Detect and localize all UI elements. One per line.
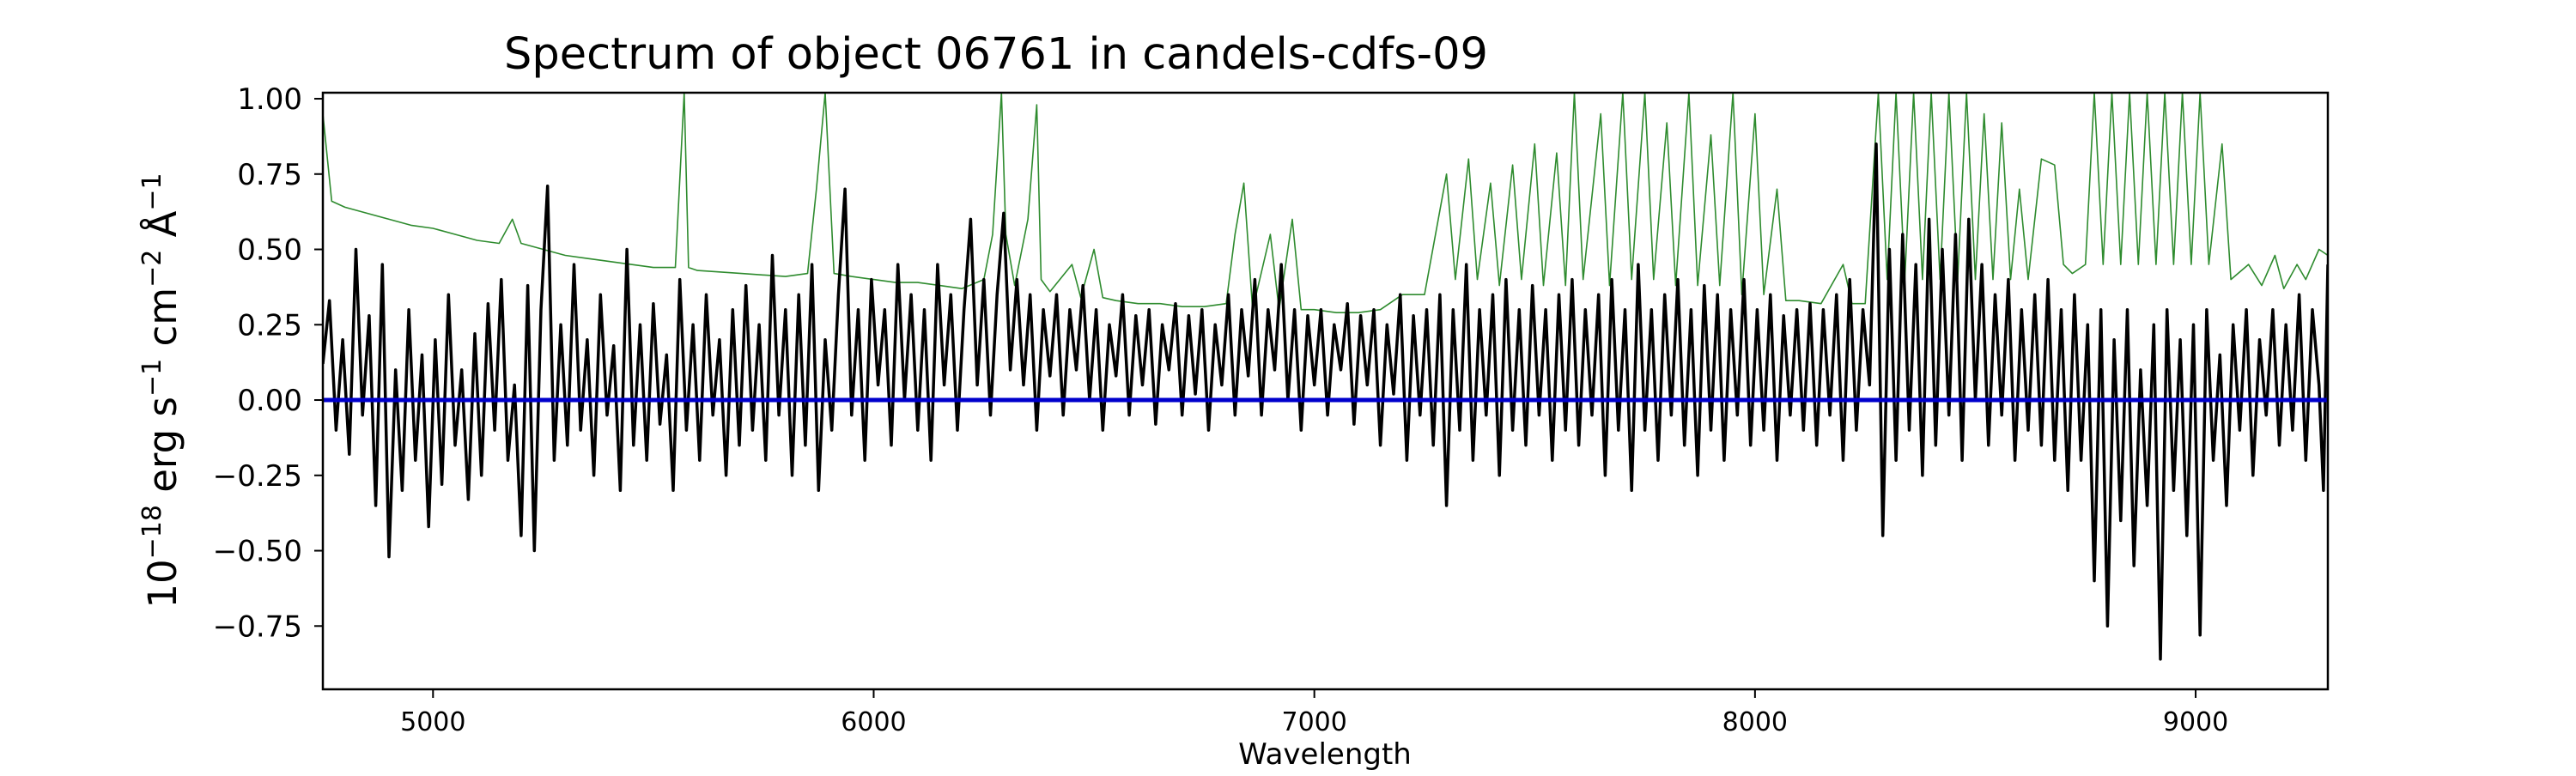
y-tick-label: −0.50 <box>213 535 302 569</box>
plot-area <box>321 91 2330 691</box>
y-tick-label: 0.00 <box>237 384 302 418</box>
y-axis-label-part-1: erg s <box>140 397 185 505</box>
y-axis: 1.00 0.75 0.50 0.25 0.00 −0.25 −0.50 −0.75 <box>213 82 323 644</box>
y-tick-label: −0.25 <box>213 459 302 494</box>
x-tick-label: 8000 <box>1722 707 1788 737</box>
x-axis: 5000 6000 7000 8000 9000 <box>400 689 2228 737</box>
x-tick-label: 9000 <box>2163 707 2228 737</box>
x-axis-label: Wavelength <box>1238 737 1412 772</box>
y-axis-label-exp-1: −18 <box>137 505 167 559</box>
error-series-line <box>323 93 2328 313</box>
y-axis-label-exp-4: −1 <box>137 173 167 210</box>
y-axis-label-exp-3: −2 <box>137 250 167 288</box>
y-axis-label-base: 10 <box>140 559 185 608</box>
y-tick-label: 0.75 <box>237 158 302 192</box>
y-axis-label: 10−18 erg s−1 cm−2 Å−1 <box>137 173 185 608</box>
y-tick-label: 0.50 <box>237 233 302 268</box>
y-axis-label-part-2: cm <box>140 288 185 359</box>
x-tick-label: 6000 <box>841 707 906 737</box>
series-layer <box>323 93 2328 661</box>
y-tick-label: 1.00 <box>237 82 302 117</box>
x-tick-label: 7000 <box>1281 707 1346 737</box>
plot-frame <box>321 91 2330 691</box>
y-tick-label: −0.75 <box>213 609 302 644</box>
y-axis-label-exp-2: −1 <box>137 359 167 397</box>
y-tick-label: 0.25 <box>237 308 302 343</box>
chart-title: Spectrum of object 06761 in candels-cdfs… <box>504 29 1488 80</box>
flux-series-line <box>323 142 2328 661</box>
x-tick-label: 5000 <box>400 707 465 737</box>
y-axis-label-part-3: Å <box>140 210 185 249</box>
